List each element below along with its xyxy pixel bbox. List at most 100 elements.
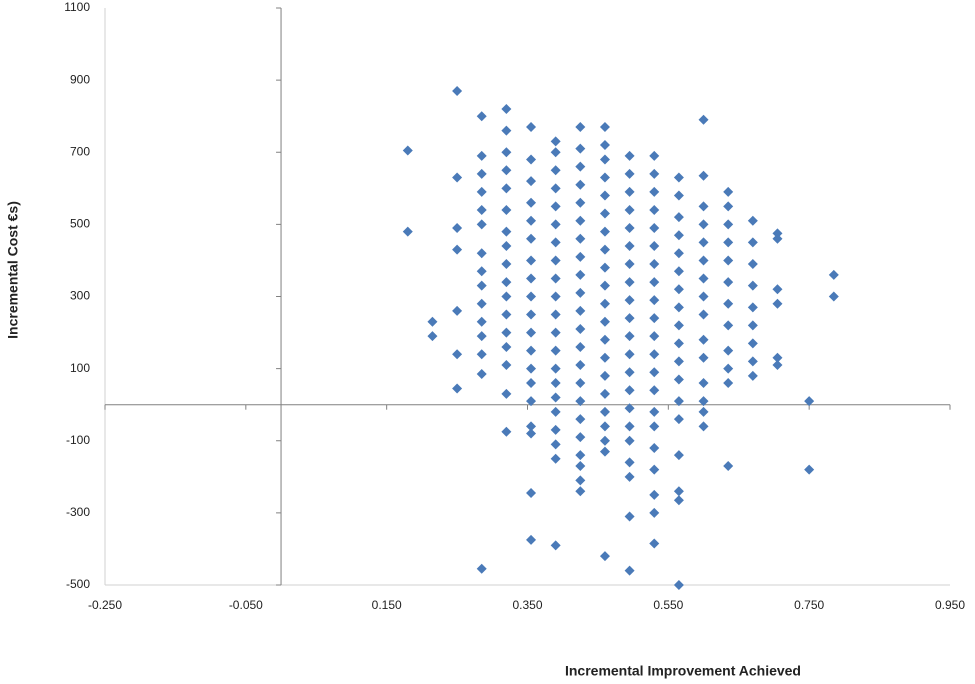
point	[723, 201, 734, 212]
point	[599, 140, 610, 151]
point	[575, 323, 586, 334]
point	[772, 360, 783, 371]
point	[698, 334, 709, 345]
point	[476, 168, 487, 179]
point	[501, 147, 512, 158]
point	[501, 360, 512, 371]
point	[804, 464, 815, 475]
point	[526, 428, 537, 439]
point	[723, 237, 734, 248]
point	[501, 226, 512, 237]
point	[649, 168, 660, 179]
point	[476, 111, 487, 122]
point	[599, 190, 610, 201]
point	[575, 215, 586, 226]
point	[649, 277, 660, 288]
point	[575, 460, 586, 471]
point	[550, 453, 561, 464]
point	[599, 421, 610, 432]
point	[673, 266, 684, 277]
point	[599, 172, 610, 183]
point	[476, 219, 487, 230]
point	[526, 396, 537, 407]
point	[476, 298, 487, 309]
point	[747, 237, 758, 248]
point	[526, 215, 537, 226]
point	[723, 378, 734, 389]
point	[452, 222, 463, 233]
point	[673, 302, 684, 313]
point	[599, 370, 610, 381]
point	[673, 172, 684, 183]
point	[526, 378, 537, 389]
point	[550, 201, 561, 212]
point	[673, 320, 684, 331]
point	[575, 233, 586, 244]
point	[649, 442, 660, 453]
point	[649, 204, 660, 215]
point	[698, 406, 709, 417]
point	[649, 241, 660, 252]
point	[624, 277, 635, 288]
point	[599, 388, 610, 399]
point	[649, 406, 660, 417]
point	[550, 363, 561, 374]
point	[501, 291, 512, 302]
point	[501, 165, 512, 176]
point	[599, 262, 610, 273]
point	[575, 251, 586, 262]
point	[501, 388, 512, 399]
point	[501, 426, 512, 437]
point	[599, 435, 610, 446]
x-tick-label: 0.950	[935, 598, 965, 612]
point	[624, 241, 635, 252]
point	[624, 471, 635, 482]
point	[747, 259, 758, 270]
point	[649, 538, 660, 549]
point	[501, 103, 512, 114]
point	[698, 291, 709, 302]
point	[698, 352, 709, 363]
point	[649, 367, 660, 378]
point	[476, 316, 487, 327]
point	[673, 414, 684, 425]
point	[526, 327, 537, 338]
point	[698, 237, 709, 248]
point	[526, 176, 537, 187]
point	[599, 298, 610, 309]
point	[550, 540, 561, 551]
y-tick-label: 500	[70, 217, 90, 231]
point	[526, 488, 537, 499]
point	[402, 226, 413, 237]
point	[575, 396, 586, 407]
point	[501, 183, 512, 194]
point	[550, 237, 561, 248]
point	[649, 349, 660, 360]
point	[624, 204, 635, 215]
point	[575, 475, 586, 486]
point	[624, 403, 635, 414]
point	[550, 165, 561, 176]
point	[673, 356, 684, 367]
point	[526, 255, 537, 266]
point	[501, 309, 512, 320]
point	[575, 378, 586, 389]
point	[452, 383, 463, 394]
point	[624, 150, 635, 161]
point	[747, 215, 758, 226]
point	[501, 327, 512, 338]
point	[599, 244, 610, 255]
point	[575, 143, 586, 154]
point	[698, 273, 709, 284]
point	[698, 255, 709, 266]
point	[476, 150, 487, 161]
point	[698, 378, 709, 389]
point	[624, 511, 635, 522]
point	[476, 266, 487, 277]
point	[649, 464, 660, 475]
point	[698, 201, 709, 212]
point	[673, 580, 684, 590]
point	[624, 186, 635, 197]
point	[649, 313, 660, 324]
